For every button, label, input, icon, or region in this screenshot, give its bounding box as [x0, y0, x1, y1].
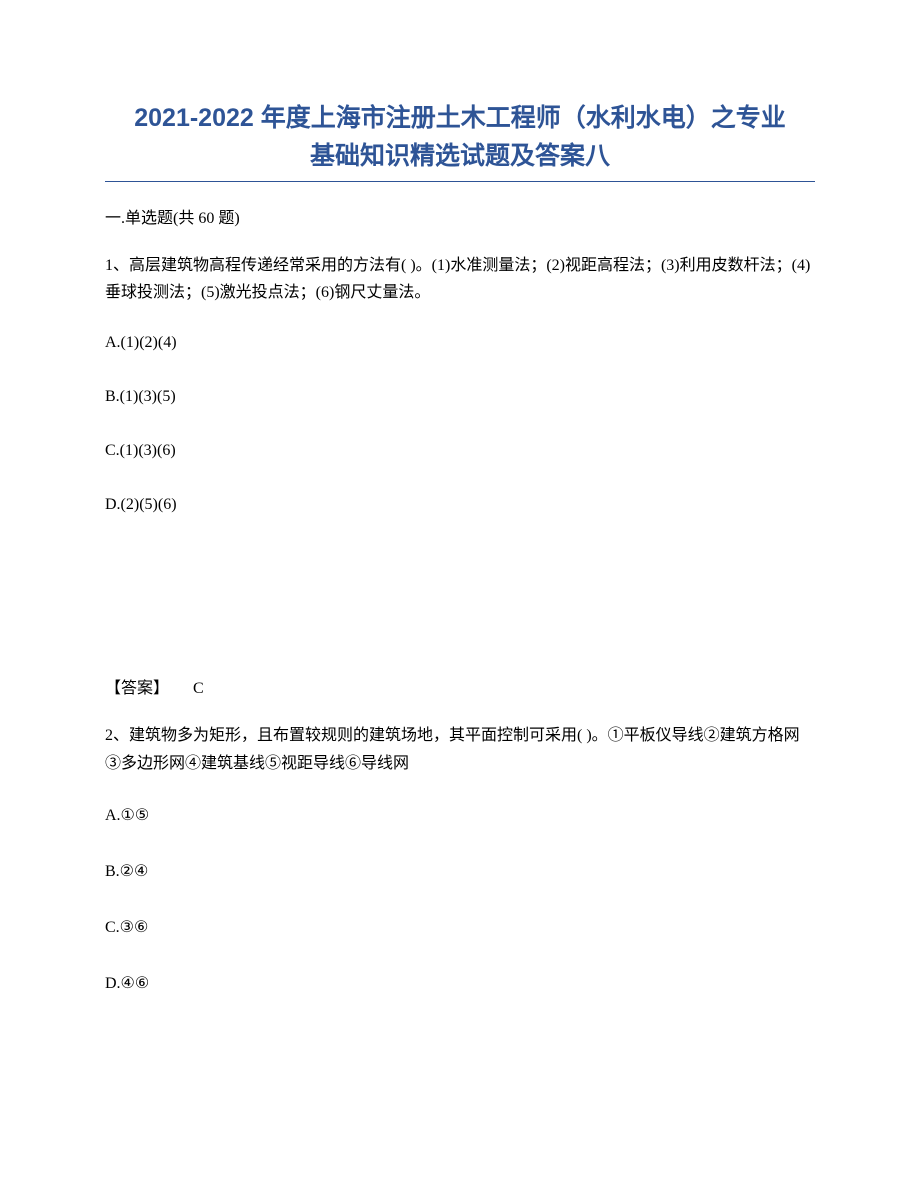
document-title-block: 2021-2022 年度上海市注册土木工程师（水利水电）之专业 基础知识精选试题… [105, 100, 815, 175]
question-1-option-d: D.(2)(5)(6) [105, 496, 815, 514]
question-2-option-c: C.③⑥ [105, 917, 815, 937]
question-1-option-a: A.(1)(2)(4) [105, 334, 815, 352]
question-1-text: 1、高层建筑物高程传递经常采用的方法有( )。(1)水准测量法；(2)视距高程法… [105, 252, 815, 306]
question-2-option-b: B.②④ [105, 861, 815, 881]
answer-value: C [193, 680, 204, 697]
title-line-2: 基础知识精选试题及答案八 [105, 138, 815, 176]
title-line-1: 2021-2022 年度上海市注册土木工程师（水利水电）之专业 [105, 100, 815, 138]
title-underline [105, 181, 815, 182]
question-2-text: 2、建筑物多为矩形，且布置较规则的建筑场地，其平面控制可采用( )。①平板仪导线… [105, 722, 815, 776]
question-1-answer: 【答案】 C [105, 674, 815, 698]
question-1-option-c: C.(1)(3)(6) [105, 442, 815, 460]
question-2-option-d: D.④⑥ [105, 973, 815, 993]
question-2-option-a: A.①⑤ [105, 805, 815, 825]
section-header: 一.单选题(共 60 题) [105, 204, 815, 228]
answer-label: 【答案】 [105, 680, 169, 697]
question-1-option-b: B.(1)(3)(5) [105, 388, 815, 406]
